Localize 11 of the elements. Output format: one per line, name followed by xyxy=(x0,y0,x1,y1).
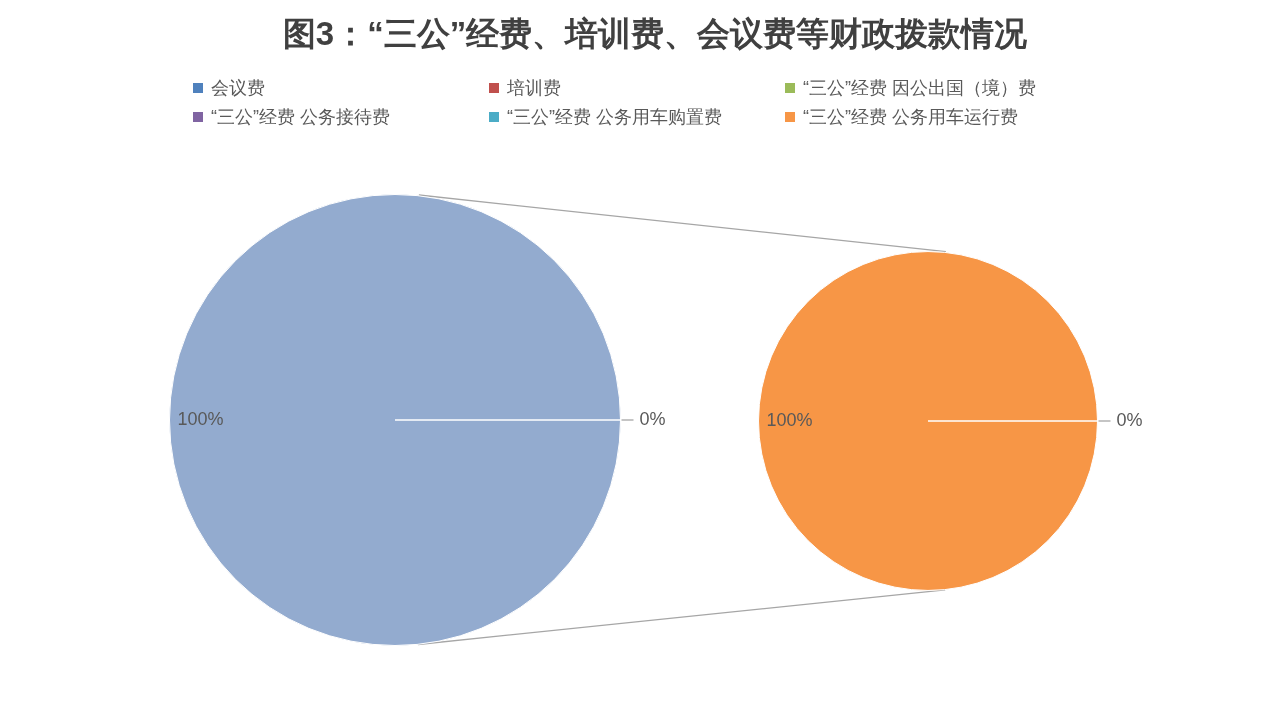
legend-label: “三公”经费 因公出国（境）费 xyxy=(803,78,1036,98)
text: 0% xyxy=(639,408,666,429)
text: 0% xyxy=(1116,409,1143,430)
data-label: 100% xyxy=(766,409,813,430)
legend-label: 会议费 xyxy=(211,78,265,98)
legend-label: “三公”经费 公务用车购置费 xyxy=(507,107,722,127)
data-label: 100% xyxy=(177,408,224,429)
chart-title: 图3：“三公”经费、培训费、会议费等财政拨款情况 xyxy=(281,14,1029,54)
legend-label: “三公”经费 公务用车运行费 xyxy=(803,107,1018,127)
legend-label: 培训费 xyxy=(507,78,561,98)
legend-label: “三公”经费 公务接待费 xyxy=(211,107,390,127)
